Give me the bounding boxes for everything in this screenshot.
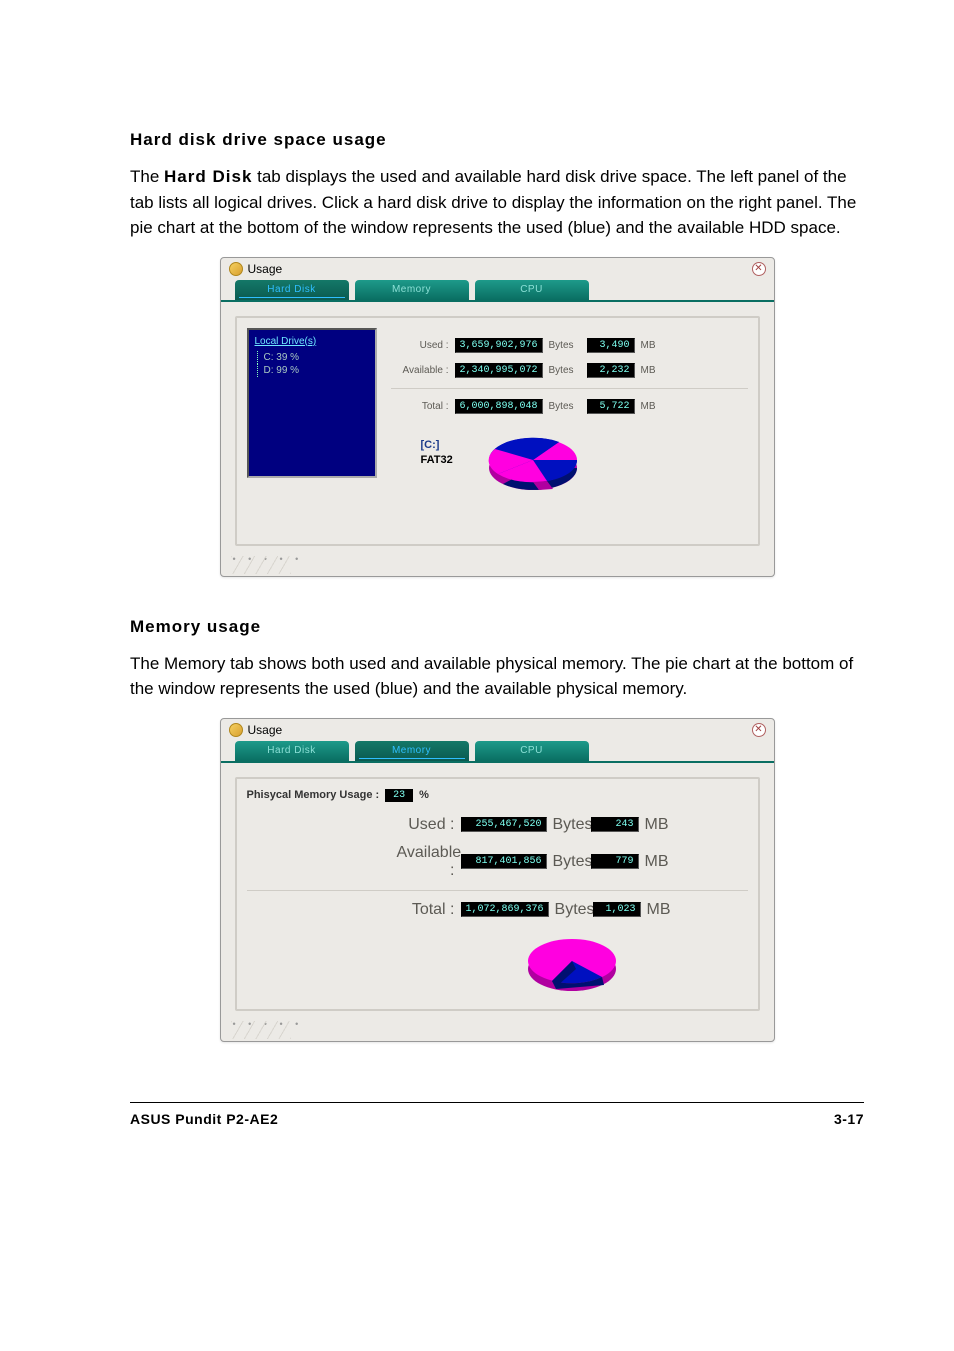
footer-right: 3-17 bbox=[834, 1111, 864, 1127]
title-left: Usage bbox=[229, 262, 283, 276]
used-bytes-unit: Bytes bbox=[549, 340, 581, 351]
avail-bytes: 2,340,995,072 bbox=[455, 363, 543, 378]
close-icon[interactable]: ✕ bbox=[752, 723, 766, 737]
content-frame-mem: Phisycal Memory Usage : 23 % Used : 255,… bbox=[235, 777, 760, 1011]
window-title: Usage bbox=[248, 262, 283, 276]
total-mb-unit: MB bbox=[641, 401, 656, 412]
mem-body: The Memory tab shows both used and avail… bbox=[130, 651, 864, 702]
mem-usage-label: Phisycal Memory Usage : bbox=[247, 789, 380, 801]
mem-used-mb: 243 bbox=[591, 817, 639, 832]
drive-list-panel: Local Drive(s) C: 39 % D: 99 % bbox=[247, 328, 377, 478]
drive-item-c[interactable]: C: 39 % bbox=[257, 351, 369, 364]
hdd-screenshot: Usage ✕ Hard Disk Memory CPU Local Drive… bbox=[130, 257, 864, 577]
tab-cpu[interactable]: CPU bbox=[475, 741, 589, 761]
used-mb-unit: MB bbox=[641, 340, 656, 351]
mem-screenshot: Usage ✕ Hard Disk Memory CPU Phisycal Me… bbox=[130, 718, 864, 1042]
avail-bytes-unit: Bytes bbox=[549, 365, 581, 376]
drive-item-d[interactable]: D: 99 % bbox=[257, 364, 369, 377]
usage-window-hdd: Usage ✕ Hard Disk Memory CPU Local Drive… bbox=[220, 257, 775, 577]
mem-avail-mb: 779 bbox=[591, 854, 639, 869]
window-footer-mem: • • • • • bbox=[221, 1013, 774, 1041]
mem-total-line: Total : 1,072,869,376 Bytes 1,023 MB bbox=[397, 901, 748, 919]
fs-label: FAT32 bbox=[421, 453, 453, 468]
mem-used-label: Used : bbox=[397, 816, 455, 834]
tab-memory[interactable]: Memory bbox=[355, 741, 469, 761]
tab-row: Hard Disk Memory CPU bbox=[221, 278, 774, 300]
hdd-body-bold: Hard Disk bbox=[164, 167, 252, 186]
total-bytes-unit: Bytes bbox=[549, 401, 581, 412]
window-titlebar-mem: Usage ✕ bbox=[221, 719, 774, 739]
mem-heading: Memory usage bbox=[130, 617, 864, 637]
hdd-available-line: Available : 2,340,995,072 Bytes 2,232 MB bbox=[391, 363, 748, 378]
close-icon[interactable]: ✕ bbox=[752, 262, 766, 276]
mem-used-line: Used : 255,467,520 Bytes 243 MB bbox=[397, 816, 748, 834]
mem-avail-bytes-unit: Bytes bbox=[553, 853, 585, 871]
drive-label: [C:] bbox=[421, 438, 453, 453]
used-bytes: 3,659,902,976 bbox=[455, 338, 543, 353]
tab-memory[interactable]: Memory bbox=[355, 280, 469, 300]
window-titlebar: Usage ✕ bbox=[221, 258, 774, 278]
avail-mb-unit: MB bbox=[641, 365, 656, 376]
mem-avail-bytes: 817,401,856 bbox=[461, 854, 547, 869]
mem-total-mb: 1,023 bbox=[593, 902, 641, 917]
hdd-stats: Used : 3,659,902,976 Bytes 3,490 MB Avai… bbox=[391, 328, 748, 494]
mem-total-mb-unit: MB bbox=[647, 901, 671, 919]
tab-cpu[interactable]: CPU bbox=[475, 280, 589, 300]
used-label: Used : bbox=[391, 340, 449, 351]
page-footer: ASUS Pundit P2-AE2 3-17 bbox=[130, 1102, 864, 1127]
mem-pie bbox=[512, 929, 632, 999]
mem-avail-label: Available : bbox=[397, 844, 455, 880]
footer-left: ASUS Pundit P2-AE2 bbox=[130, 1111, 278, 1127]
title-left-mem: Usage bbox=[229, 723, 283, 737]
mem-total-bytes: 1,072,869,376 bbox=[461, 902, 549, 917]
app-icon bbox=[229, 262, 243, 276]
mem-avail-mb-unit: MB bbox=[645, 853, 669, 871]
used-mb: 3,490 bbox=[587, 338, 635, 353]
hdd-pie bbox=[473, 424, 593, 494]
mem-available-line: Available : 817,401,856 Bytes 779 MB bbox=[397, 844, 748, 880]
mem-total-bytes-unit: Bytes bbox=[555, 901, 587, 919]
tab-harddisk[interactable]: Hard Disk bbox=[235, 741, 349, 761]
hdd-total-line: Total : 6,000,898,048 Bytes 5,722 MB bbox=[391, 399, 748, 414]
hdd-heading: Hard disk drive space usage bbox=[130, 130, 864, 150]
avail-mb: 2,232 bbox=[587, 363, 635, 378]
divider-mem bbox=[247, 890, 748, 891]
mem-used-bytes-unit: Bytes bbox=[553, 816, 585, 834]
usage-window-mem: Usage ✕ Hard Disk Memory CPU Phisycal Me… bbox=[220, 718, 775, 1042]
total-bytes: 6,000,898,048 bbox=[455, 399, 543, 414]
window-footer: • • • • • bbox=[221, 548, 774, 576]
hdd-body: The Hard Disk tab displays the used and … bbox=[130, 164, 864, 241]
hdd-body-prefix: The bbox=[130, 167, 164, 186]
drive-list-header: Local Drive(s) bbox=[255, 336, 369, 347]
content-frame: Local Drive(s) C: 39 % D: 99 % Used : 3,… bbox=[235, 316, 760, 546]
drive-info: [C:] FAT32 bbox=[421, 438, 453, 469]
tab-memory-label: Memory bbox=[392, 745, 431, 756]
mem-total-label: Total : bbox=[397, 901, 455, 919]
tab-row-mem: Hard Disk Memory CPU bbox=[221, 739, 774, 761]
app-icon bbox=[229, 723, 243, 737]
mem-used-mb-unit: MB bbox=[645, 816, 669, 834]
hdd-used-line: Used : 3,659,902,976 Bytes 3,490 MB bbox=[391, 338, 748, 353]
total-label: Total : bbox=[391, 401, 449, 412]
mem-usage-row: Phisycal Memory Usage : 23 % bbox=[247, 789, 748, 802]
window-body: Local Drive(s) C: 39 % D: 99 % Used : 3,… bbox=[221, 300, 774, 548]
window-title-mem: Usage bbox=[248, 723, 283, 737]
divider bbox=[391, 388, 748, 389]
tab-harddisk[interactable]: Hard Disk bbox=[235, 280, 349, 300]
mem-usage-unit: % bbox=[419, 789, 429, 801]
total-mb: 5,722 bbox=[587, 399, 635, 414]
avail-label: Available : bbox=[391, 365, 449, 376]
mem-usage-pct: 23 bbox=[385, 789, 413, 802]
window-body-mem: Phisycal Memory Usage : 23 % Used : 255,… bbox=[221, 761, 774, 1013]
mem-used-bytes: 255,467,520 bbox=[461, 817, 547, 832]
hdd-lower: [C:] FAT32 bbox=[391, 424, 748, 494]
tab-harddisk-label: Hard Disk bbox=[267, 284, 315, 295]
